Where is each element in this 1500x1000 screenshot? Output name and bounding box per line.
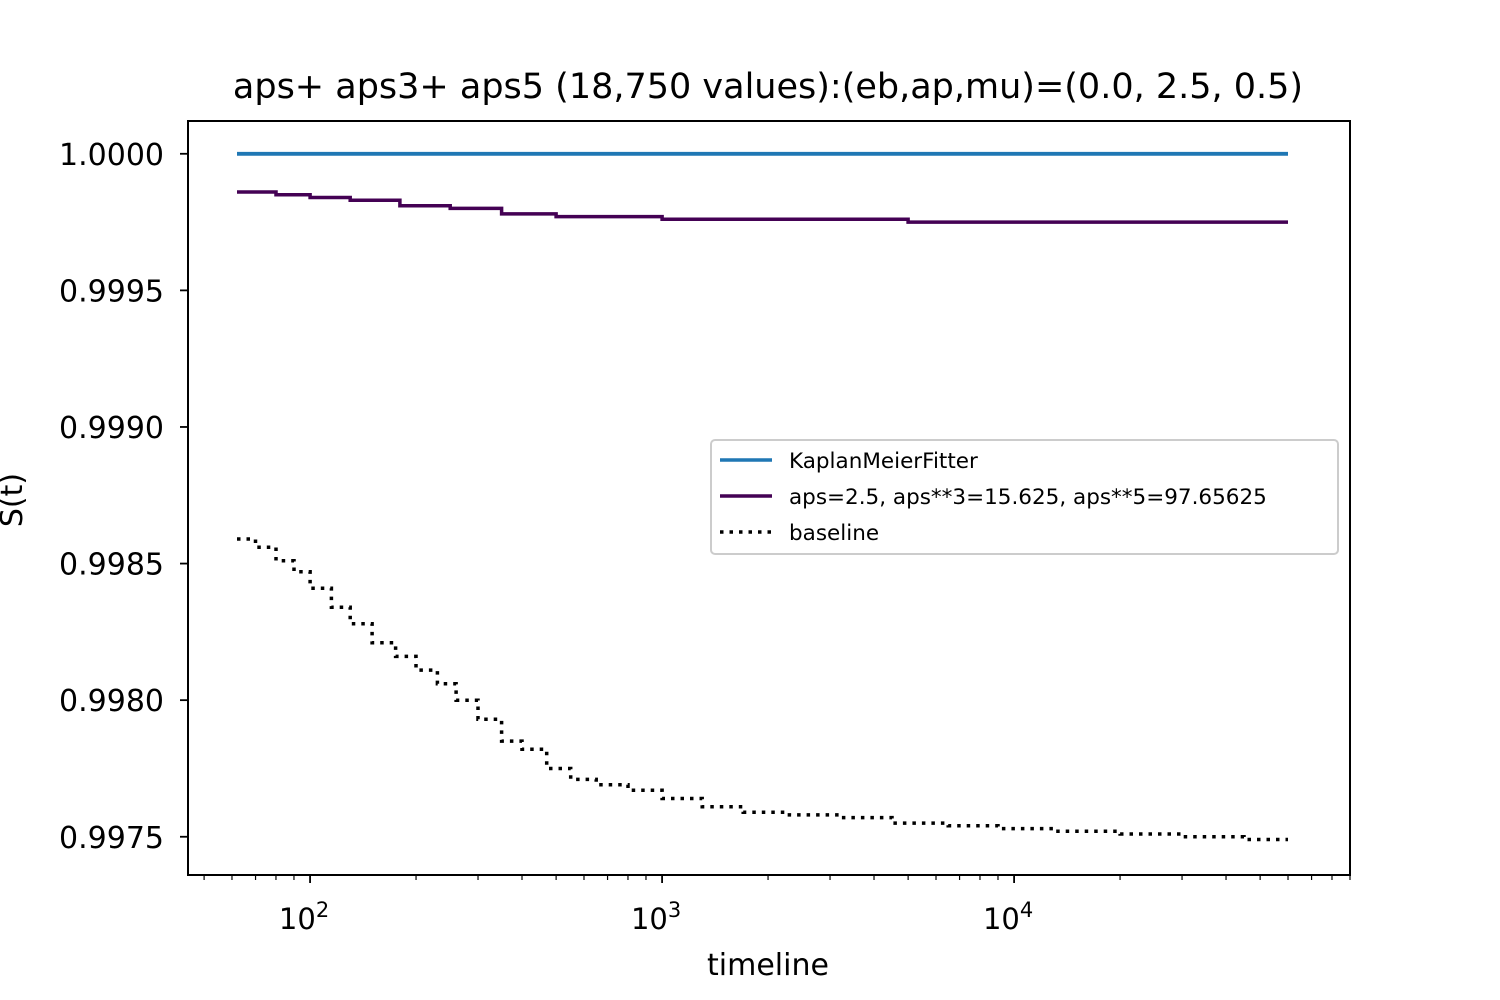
legend-label: KaplanMeierFitter <box>789 449 978 474</box>
y-tick-label: 0.9975 <box>59 821 164 856</box>
series-line-1 <box>237 190 1288 224</box>
x-tick-label: 104 <box>983 898 1033 936</box>
legend-label: baseline <box>789 521 879 546</box>
x-tick-label: 103 <box>631 898 681 936</box>
y-tick-label: 0.9990 <box>59 411 164 446</box>
x-tick-base: 10 <box>631 902 668 936</box>
x-tick-exponent: 2 <box>316 898 329 922</box>
y-tick-label: 0.9980 <box>59 684 164 719</box>
legend-label: aps=2.5, aps**3=15.625, aps**5=97.65625 <box>789 485 1267 510</box>
legend: KaplanMeierFitter aps=2.5, aps**3=15.625,… <box>710 439 1339 555</box>
chart-title: aps+ aps3+ aps5 (18,750 values):(eb,ap,m… <box>233 67 1303 107</box>
legend-box <box>710 439 1339 555</box>
y-tick-label: 0.9995 <box>59 274 164 309</box>
x-axis-label: timeline <box>707 948 829 983</box>
x-tick-exponent: 4 <box>1020 898 1033 922</box>
plot-frame <box>187 120 1351 876</box>
y-axis: 1.0000 0.9995 0.9990 0.9985 0.9980 0.9975 <box>59 138 188 856</box>
x-tick-base: 10 <box>279 902 316 936</box>
y-axis-label: S(t) <box>0 473 30 527</box>
y-tick-label: 0.9985 <box>59 548 164 583</box>
x-axis: 102 103 104 <box>203 875 1351 936</box>
x-tick-label: 102 <box>279 898 329 936</box>
series-layer <box>237 151 1288 842</box>
x-tick-base: 10 <box>983 902 1020 936</box>
series-line-2 <box>237 537 1288 842</box>
y-tick-label: 1.0000 <box>59 138 164 173</box>
x-tick-exponent: 3 <box>668 898 681 922</box>
